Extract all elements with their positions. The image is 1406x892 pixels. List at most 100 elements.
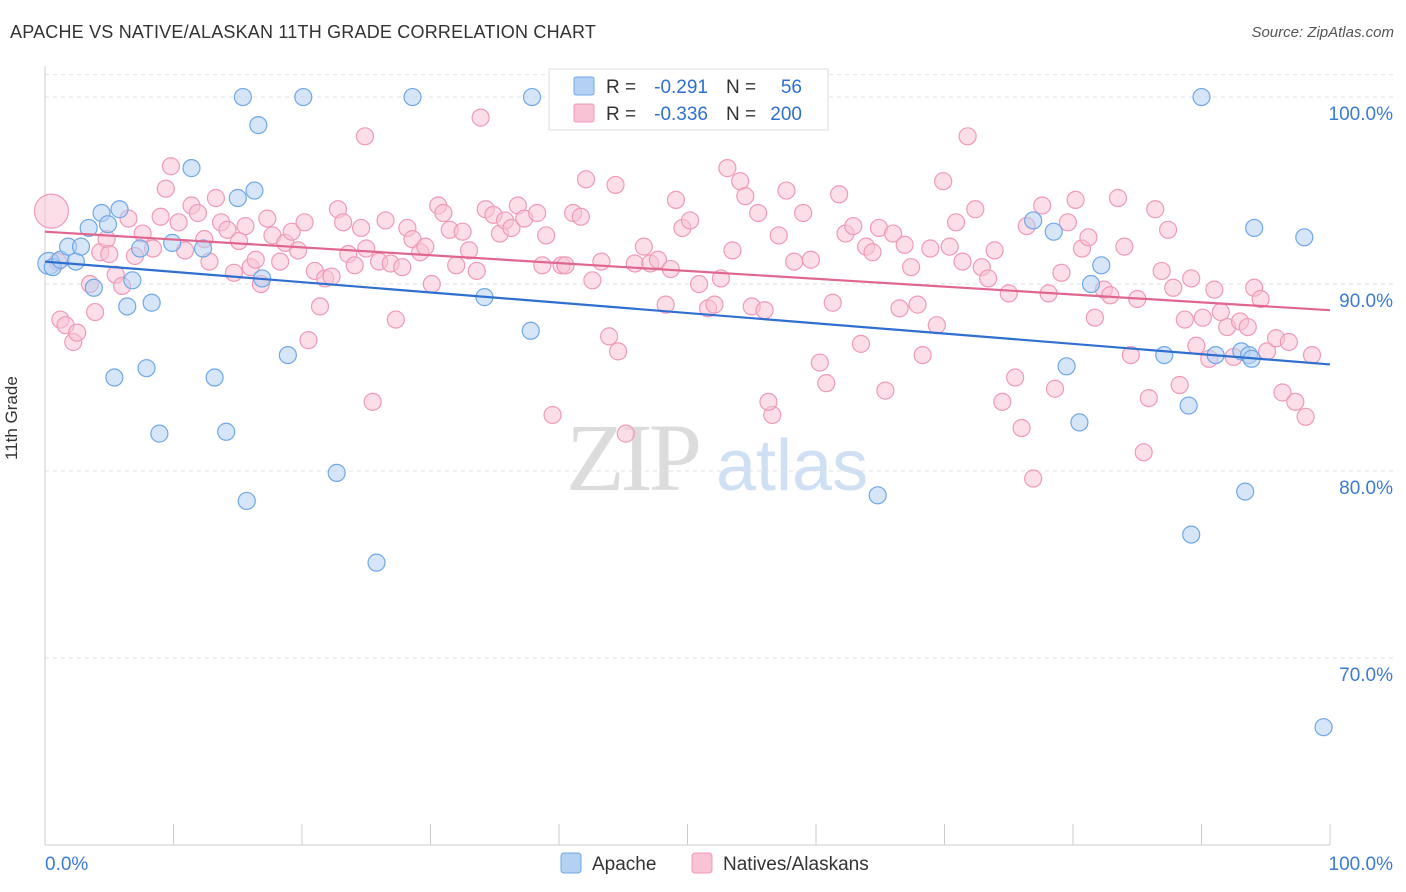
natives-point [533, 256, 552, 275]
natives-point [908, 295, 927, 314]
natives-point [1052, 263, 1071, 282]
trend-line-apache [44, 260, 1331, 366]
natives-point [927, 316, 946, 335]
natives-point [769, 226, 788, 245]
natives-point [282, 222, 301, 241]
natives-point [777, 181, 796, 200]
natives-point [851, 334, 871, 353]
natives-point [876, 381, 895, 400]
natives-point [416, 237, 435, 256]
apache-point [1057, 357, 1076, 376]
natives-point [246, 250, 265, 269]
natives-point [810, 353, 829, 372]
natives-point [759, 392, 778, 411]
natives-point [1286, 392, 1305, 411]
apache-point [294, 87, 313, 107]
natives-point [355, 127, 375, 146]
natives-point [940, 237, 959, 256]
natives-point [1164, 278, 1183, 297]
natives-point [1121, 345, 1140, 365]
natives-point [901, 258, 921, 277]
y-tick-label: 80.0% [1339, 478, 1393, 499]
natives-point [863, 243, 882, 262]
natives-point [188, 203, 208, 223]
natives-point [1108, 188, 1128, 208]
natives-point [993, 392, 1012, 411]
apache-point [1182, 525, 1201, 544]
stats-n-label-natives: N = [726, 104, 756, 125]
natives-point [1085, 308, 1104, 327]
natives-point [718, 159, 737, 178]
tick-labels: 70.0% 80.0% 90.0% 100.0% 0.0% 100.0% [45, 104, 1393, 875]
natives-point [100, 245, 119, 264]
x-tick-label: 100.0% [1329, 854, 1394, 875]
natives-point [528, 203, 547, 223]
natives-point [723, 241, 742, 260]
stats-r-value-natives: -0.336 [654, 104, 708, 125]
natives-point [543, 405, 562, 425]
natives-point [616, 424, 635, 443]
natives-point [1134, 443, 1153, 462]
natives-point [161, 157, 181, 176]
natives-point [625, 254, 644, 273]
x-tick-label: 0.0% [45, 854, 88, 875]
apache-point [150, 424, 169, 443]
natives-point [556, 256, 575, 275]
apache-point [327, 463, 346, 482]
natives-point [749, 203, 768, 223]
apache-point [1070, 413, 1089, 432]
natives-point [689, 274, 709, 294]
stats-n-label-apache: N = [726, 77, 756, 98]
natives-point [1066, 190, 1085, 209]
apache-point [1024, 211, 1043, 230]
natives-point [1193, 308, 1212, 327]
apache-point [205, 368, 224, 387]
grid-lines [45, 74, 1395, 659]
stats-r-label-natives: R = [606, 104, 636, 125]
apache-point [123, 271, 142, 290]
apache-point [182, 159, 201, 178]
natives-point [218, 220, 237, 239]
natives-point [502, 218, 521, 238]
natives-point [393, 258, 412, 277]
apache-point [245, 181, 264, 200]
natives-point [471, 108, 490, 127]
natives-point [310, 297, 330, 316]
trend-lines [44, 230, 1331, 366]
y-tick-label: 100.0% [1329, 104, 1394, 125]
apache-point [79, 218, 98, 238]
apache-point [1092, 256, 1111, 275]
natives-point [1158, 220, 1178, 239]
natives-point [1115, 237, 1134, 256]
natives-point [363, 392, 382, 411]
natives-point [634, 237, 653, 256]
apache-point [522, 87, 542, 107]
natives-point [537, 226, 556, 245]
apache-point [110, 200, 129, 219]
natives-point [206, 188, 226, 208]
natives-point [890, 299, 909, 318]
natives-point [1175, 310, 1194, 329]
natives-point [1251, 289, 1270, 309]
natives-point [386, 310, 405, 329]
natives-point [571, 207, 590, 226]
natives-point [736, 187, 755, 206]
apache-point [98, 215, 118, 234]
natives-point [68, 323, 87, 342]
natives-point [999, 284, 1018, 303]
natives-point [169, 213, 188, 232]
natives-point [606, 175, 625, 195]
natives-point [844, 216, 863, 236]
legend-swatch-natives [691, 852, 713, 874]
apache-point [868, 486, 887, 505]
natives-point [1006, 368, 1025, 387]
natives-point [979, 269, 998, 288]
natives-point [271, 252, 290, 271]
natives-point [1146, 200, 1165, 219]
apache-point [137, 359, 156, 378]
natives-point [576, 170, 596, 189]
apache-point [1179, 396, 1198, 415]
legend-label-natives: Natives/Alaskans [723, 854, 869, 875]
natives-point [1273, 383, 1292, 402]
